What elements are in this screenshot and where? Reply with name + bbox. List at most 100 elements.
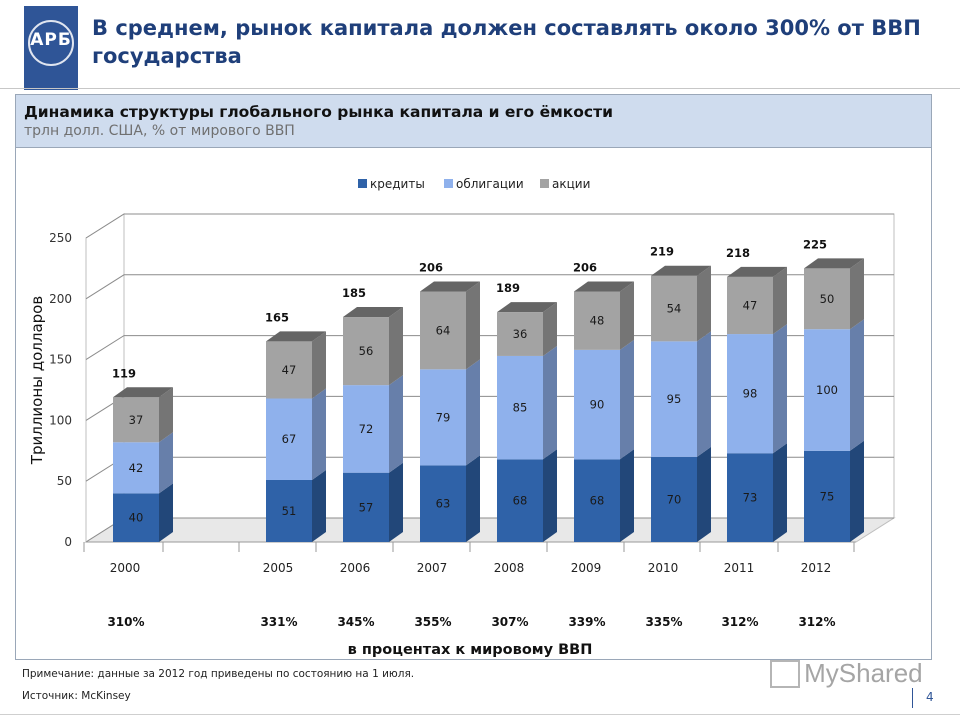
page-divider [912,688,913,708]
bar-segment [113,493,159,542]
bar-segment [804,268,850,330]
x-tick-label: 2005 [263,561,294,575]
x-tick-label: 2010 [648,561,679,575]
bar-top-face [343,307,403,318]
bar-segment-side [312,388,326,480]
bar-value-label: 67 [282,432,297,446]
gdp-percent-label: 355% [414,615,451,629]
y-tick-label: 50 [57,474,72,488]
bar-segment [266,479,312,542]
x-tick-label: 2008 [494,561,525,575]
bar-segment [343,317,389,386]
bar-value-label: 73 [743,491,758,505]
bar-segment [574,291,620,350]
bar-segment-side [466,359,480,466]
watermark-label: MyShared [804,658,923,688]
bar-value-label: 50 [820,292,835,306]
bar-segment-side [466,455,480,542]
bar-segment-side [697,265,711,342]
company-logo: АРБ [24,6,78,90]
logo-ring [28,20,74,66]
bar-segment-side [159,432,173,494]
bar-value-label: 64 [436,323,451,337]
bar-top-face [727,266,787,277]
bar-total-label: 119 [112,366,136,380]
bar-value-label: 57 [359,500,374,514]
bar-segment [113,397,159,443]
bar-segment [574,349,620,460]
bar-segment-side [620,449,634,542]
x-tick-label: 2007 [417,561,448,575]
bar-segment-side [312,469,326,542]
bar-segment-side [620,339,634,460]
bar-top-face [113,387,173,398]
bar-segment-side [850,440,864,542]
bar-segment [651,341,697,457]
footnote: Примечание: данные за 2012 год приведены… [22,668,415,680]
bar-segment-side [850,258,864,330]
bar-value-label: 98 [743,387,758,401]
logo-text: АРБ [30,30,72,50]
legend-label: облигации [456,177,524,191]
bar-segment-side [312,331,326,399]
gridline [85,213,894,239]
legend-swatch [540,179,549,188]
bar-segment-side [543,302,557,356]
bar-segment [266,398,312,480]
gdp-percent-label: 339% [568,615,605,629]
gridline [85,335,894,361]
bar-total-label: 185 [342,286,366,300]
chart-panel: Динамика структуры глобального рынка кап… [15,94,932,660]
bar-segment [574,459,620,542]
bar-top-face [651,265,711,276]
legend-label: кредиты [370,177,425,191]
bar-value-label: 68 [590,494,605,508]
gdp-percent-label: 312% [721,615,758,629]
bar-value-label: 47 [282,363,297,377]
bar-segment [651,275,697,342]
bar-segment [420,291,466,370]
bar-value-label: 63 [436,497,451,511]
gdp-percent-label: 310% [107,615,144,629]
bar-segment [497,312,543,356]
y-tick-label: 100 [49,413,72,427]
gdp-percent-label: 345% [337,615,374,629]
watermark-icon [770,660,800,688]
bar-segment-side [389,375,403,473]
legend-swatch [444,179,453,188]
bar-segment-side [773,266,787,335]
bar-total-label: 225 [803,237,827,251]
bar-value-label: 56 [359,344,374,358]
x-tick-label: 2009 [571,561,602,575]
bar-segment-side [697,446,711,542]
gdp-percent-label: 335% [645,615,682,629]
bar-value-label: 37 [129,413,144,427]
x-tick-label: 2011 [724,561,755,575]
bar-top-face [266,331,326,342]
bar-value-label: 75 [820,489,835,503]
bar-value-label: 40 [129,511,144,525]
bar-value-label: 85 [513,401,528,415]
bar-segment-side [389,307,403,386]
bar-segment-side [697,331,711,457]
bar-top-face [804,258,864,269]
slide-title: В среднем, рынок капитала должен составл… [92,16,921,68]
bar-segment [420,465,466,542]
bar-value-label: 48 [590,314,605,328]
legend-label: акции [552,177,590,191]
bar-value-label: 36 [513,327,528,341]
bar-segment [343,472,389,542]
x-tick-label: 2006 [340,561,371,575]
bar-value-label: 95 [667,392,682,406]
watermark-text: MyShared [768,658,923,689]
bar-segment-side [159,387,173,443]
bar-segment [497,355,543,460]
gdp-caption: в процентах к мировому ВВП [348,642,593,658]
bar-segment [420,369,466,466]
bar-top-face [574,281,634,292]
bar-total-label: 206 [419,261,443,275]
bar-segment-side [543,449,557,542]
bar-segment [804,450,850,542]
gdp-percent-label: 307% [491,615,528,629]
